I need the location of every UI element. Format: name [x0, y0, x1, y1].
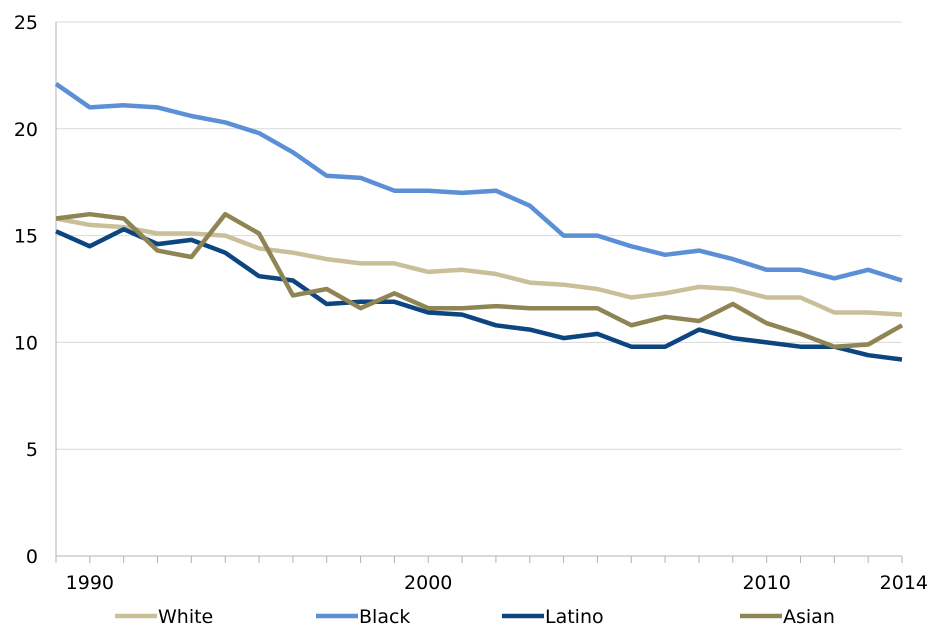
- x-tick-label-2014: 2014: [880, 572, 928, 594]
- series-line-white: [55, 216, 903, 317]
- series-lines: [54, 82, 904, 362]
- legend-label-latino: Latino: [545, 606, 604, 628]
- y-tick-label-25: 25: [14, 12, 38, 34]
- x-tick-label-2000: 2000: [404, 572, 452, 594]
- x-axis-tick-labels: 1990 2000 2010 2014: [66, 572, 928, 594]
- axes: [55, 22, 903, 563]
- x-tick-label-1990: 1990: [66, 572, 114, 594]
- series-line-asian: [55, 211, 904, 349]
- legend-label-asian: Asian: [783, 606, 835, 628]
- y-tick-label-15: 15: [14, 226, 38, 248]
- y-axis-tick-labels: 0 5 10 15 20 25: [14, 12, 38, 568]
- x-tick-label-2010: 2010: [742, 572, 790, 594]
- y-tick-label-0: 0: [26, 546, 38, 568]
- legend-label-white: White: [158, 606, 213, 628]
- legend-label-black: Black: [359, 606, 410, 628]
- legend: White Black Latino Asian: [115, 606, 835, 628]
- series-line-latino: [55, 226, 903, 362]
- series-line-black: [54, 82, 903, 283]
- y-tick-label-5: 5: [26, 439, 38, 461]
- y-tick-label-10: 10: [14, 332, 38, 354]
- y-tick-label-20: 20: [14, 119, 38, 141]
